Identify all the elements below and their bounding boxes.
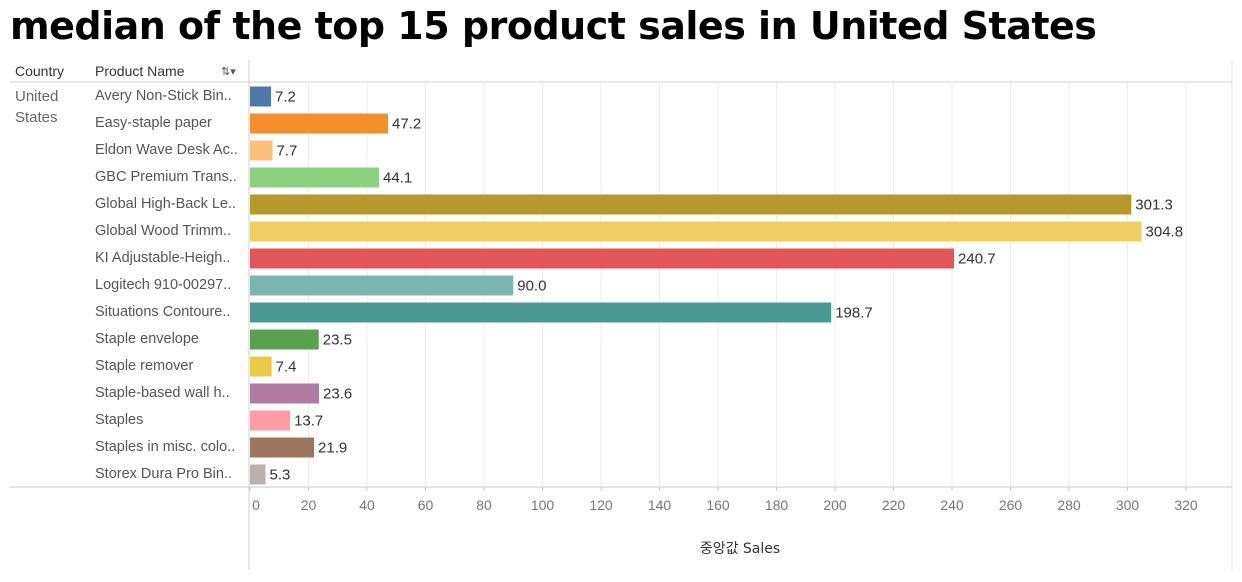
bar: [250, 221, 1142, 242]
product-label: Situations Contoure..: [95, 304, 231, 320]
product-label: Avery Non-Stick Bin..: [95, 88, 232, 104]
bar: [250, 86, 272, 107]
bar: [250, 140, 273, 161]
x-tick-label: 160: [706, 497, 730, 513]
bar-value-label: 240.7: [958, 251, 996, 268]
sort-descending-icon[interactable]: ⇅▾: [221, 65, 236, 78]
bar: [250, 329, 319, 350]
bar-value-label: 21.9: [318, 440, 347, 457]
country-column-header[interactable]: Country: [15, 63, 65, 79]
bar-value-label: 13.7: [294, 413, 323, 430]
bar-value-label: 7.4: [276, 359, 297, 376]
product-label: Staple envelope: [95, 331, 199, 347]
x-tick-label: 240: [940, 497, 964, 513]
x-tick-label: 280: [1057, 497, 1081, 513]
bar: [250, 248, 955, 269]
bar: [250, 167, 379, 188]
product-label: KI Adjustable-Heigh..: [95, 250, 231, 266]
product-label: Logitech 910-00297..: [95, 277, 232, 293]
x-tick-label: 140: [648, 497, 672, 513]
product-label: Eldon Wave Desk Ac..: [95, 142, 238, 158]
product-label: Storex Dura Pro Bin..: [95, 466, 232, 482]
bar: [250, 194, 1132, 215]
product-label: Staple remover: [95, 358, 194, 374]
x-tick-label: 40: [359, 497, 375, 513]
bar: [250, 356, 272, 377]
product-column-header[interactable]: Product Name: [95, 63, 185, 79]
bar: [250, 410, 291, 431]
bar-value-label: 198.7: [835, 305, 873, 322]
bar-value-label: 301.3: [1135, 197, 1173, 214]
bar: [250, 302, 832, 323]
bar-value-label: 304.8: [1146, 224, 1184, 241]
x-tick-label: 100: [531, 497, 555, 513]
bar: [250, 437, 315, 458]
product-label: Global High-Back Le..: [95, 196, 237, 212]
x-tick-label: 260: [999, 497, 1023, 513]
bar: [250, 113, 389, 134]
bar-value-label: 90.0: [517, 278, 546, 295]
x-tick-label: 220: [882, 497, 906, 513]
bar: [250, 464, 266, 485]
product-label: Staples: [95, 412, 144, 428]
x-tick-label: 60: [418, 497, 434, 513]
bar-value-label: 44.1: [383, 170, 412, 187]
x-tick-label: 320: [1174, 497, 1198, 513]
x-tick-label: 0: [252, 497, 260, 513]
bar-value-label: 23.5: [323, 332, 352, 349]
bar-value-label: 23.6: [323, 386, 352, 403]
product-label: Easy-staple paper: [95, 115, 212, 131]
x-tick-label: 300: [1116, 497, 1140, 513]
bar-value-label: 47.2: [392, 116, 421, 133]
bar-value-label: 7.7: [277, 143, 298, 160]
x-axis-title: 중앙값 Sales: [699, 541, 781, 557]
country-value: United States: [15, 88, 59, 126]
bar-value-label: 7.2: [275, 89, 296, 106]
product-label: GBC Premium Trans..: [95, 169, 237, 185]
bar: [250, 275, 514, 296]
chart-title: median of the top 15 product sales in Un…: [10, 4, 1097, 48]
product-label: Global Wood Trimm..: [95, 223, 231, 239]
x-tick-label: 20: [301, 497, 317, 513]
product-label: Staples in misc. colo..: [95, 439, 236, 455]
x-tick-label: 180: [765, 497, 789, 513]
x-tick-label: 120: [589, 497, 613, 513]
bar: [250, 383, 320, 404]
bar-value-label: 5.3: [270, 467, 291, 484]
x-tick-label: 200: [823, 497, 847, 513]
product-label: Staple-based wall h..: [95, 385, 230, 401]
x-tick-label: 80: [476, 497, 492, 513]
